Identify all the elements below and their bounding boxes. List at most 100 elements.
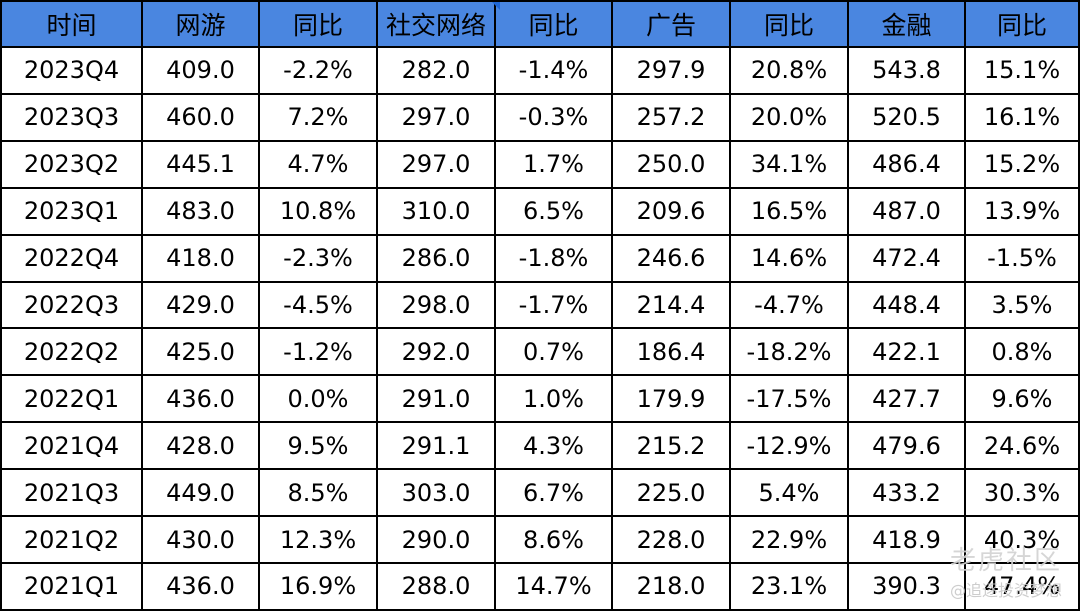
table-cell: -1.5% [966, 235, 1080, 283]
table-row-period: 2023Q2 [0, 141, 143, 189]
table-cell: 487.0 [849, 188, 966, 236]
table-row-period: 2022Q3 [0, 282, 143, 330]
table-cell: 214.4 [613, 282, 731, 330]
table-cell: 0.0% [260, 376, 378, 424]
table-cell: 16.5% [731, 188, 849, 236]
table-row-period: 2022Q4 [0, 235, 143, 283]
table-cell: 4.7% [260, 141, 378, 189]
table-row-period: 2022Q1 [0, 376, 143, 424]
table-cell: 291.1 [378, 423, 496, 471]
table-row-period: 2021Q2 [0, 517, 143, 564]
table-cell: 13.9% [966, 188, 1080, 236]
table-cell: 288.0 [378, 563, 496, 611]
table-cell: 8.5% [260, 470, 378, 518]
table-cell: 23.1% [731, 563, 849, 611]
table-cell: 422.1 [849, 329, 966, 377]
table-cell: 9.5% [260, 423, 378, 471]
table-header-cell: 时间 [0, 0, 143, 48]
table-cell: 390.3 [849, 563, 966, 611]
table-cell: 298.0 [378, 282, 496, 330]
table-cell: 436.0 [143, 376, 260, 424]
table-cell: 250.0 [613, 141, 731, 189]
table-cell: 297.0 [378, 141, 496, 189]
table-row-period: 2021Q4 [0, 423, 143, 471]
table-cell: 4.3% [496, 423, 613, 471]
table-cell: 186.4 [613, 329, 731, 377]
table-row-period: 2021Q1 [0, 563, 143, 611]
table-cell: 449.0 [143, 470, 260, 518]
table-cell: 10.8% [260, 188, 378, 236]
table-cell: 14.6% [731, 235, 849, 283]
table-cell: -2.2% [260, 48, 378, 95]
table-cell: 297.0 [378, 94, 496, 142]
table-cell: 12.3% [260, 517, 378, 564]
table-cell: -4.7% [731, 282, 849, 330]
table-cell: 479.6 [849, 423, 966, 471]
table-cell: 290.0 [378, 517, 496, 564]
table-cell: 1.0% [496, 376, 613, 424]
table-cell: 436.0 [143, 563, 260, 611]
table-header-cell: 网游 [143, 0, 260, 48]
table-cell: 30.3% [966, 470, 1080, 518]
table-cell: -1.7% [496, 282, 613, 330]
table-cell: 292.0 [378, 329, 496, 377]
table-header-cell: 社交网络 [378, 0, 496, 48]
table-cell: 427.7 [849, 376, 966, 424]
table-cell: 483.0 [143, 188, 260, 236]
table-cell: 460.0 [143, 94, 260, 142]
table-cell: 520.5 [849, 94, 966, 142]
table-cell: 209.6 [613, 188, 731, 236]
table-cell: 40.3% [966, 517, 1080, 564]
table-cell: -1.4% [496, 48, 613, 95]
table-cell: -17.5% [731, 376, 849, 424]
table-cell: 297.9 [613, 48, 731, 95]
table-cell: 16.1% [966, 94, 1080, 142]
table-cell: -4.5% [260, 282, 378, 330]
table-cell: -1.8% [496, 235, 613, 283]
table-cell: 215.2 [613, 423, 731, 471]
table-cell: 9.6% [966, 376, 1080, 424]
table-cell: 6.5% [496, 188, 613, 236]
table-cell: -1.2% [260, 329, 378, 377]
table-cell: 409.0 [143, 48, 260, 95]
table-cell: 8.6% [496, 517, 613, 564]
table-cell: 15.1% [966, 48, 1080, 95]
table-cell: 472.4 [849, 235, 966, 283]
table-cell: -18.2% [731, 329, 849, 377]
table-cell: 429.0 [143, 282, 260, 330]
table-cell: -2.3% [260, 235, 378, 283]
table-cell: -12.9% [731, 423, 849, 471]
table-cell: 0.7% [496, 329, 613, 377]
table-cell: 445.1 [143, 141, 260, 189]
table-cell: 425.0 [143, 329, 260, 377]
table-cell: 0.8% [966, 329, 1080, 377]
table-cell: -0.3% [496, 94, 613, 142]
table-cell: 486.4 [849, 141, 966, 189]
table-cell: 34.1% [731, 141, 849, 189]
table-cell: 428.0 [143, 423, 260, 471]
table-cell: 15.2% [966, 141, 1080, 189]
table-cell: 3.5% [966, 282, 1080, 330]
table-row-period: 2023Q3 [0, 94, 143, 142]
table-cell: 14.7% [496, 563, 613, 611]
table-cell: 430.0 [143, 517, 260, 564]
table-header-cell: 金融 [849, 0, 966, 48]
table-cell: 418.0 [143, 235, 260, 283]
table-row-period: 2022Q2 [0, 329, 143, 377]
table-header-cell: 同比 [260, 0, 378, 48]
table-header-cell: 同比 [496, 0, 613, 48]
table-cell: 24.6% [966, 423, 1080, 471]
table-cell: 5.4% [731, 470, 849, 518]
table-cell: 47.4% [966, 563, 1080, 611]
table-cell: 246.6 [613, 235, 731, 283]
table-header-cell: 广告 [613, 0, 731, 48]
table-cell: 179.9 [613, 376, 731, 424]
table-cell: 303.0 [378, 470, 496, 518]
table-cell: 1.7% [496, 141, 613, 189]
table-cell: 218.0 [613, 563, 731, 611]
table-cell: 448.4 [849, 282, 966, 330]
table-cell: 291.0 [378, 376, 496, 424]
table-cell: 286.0 [378, 235, 496, 283]
table-cell: 433.2 [849, 470, 966, 518]
